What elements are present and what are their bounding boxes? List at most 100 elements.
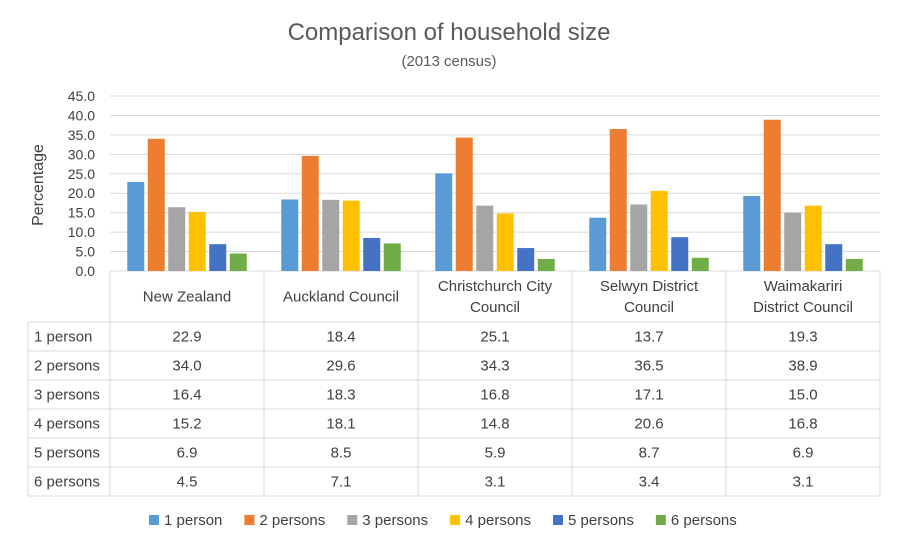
- legend-swatch: [244, 515, 255, 525]
- y-tick-label: 10.0: [68, 224, 95, 240]
- legend-label: 4 persons: [465, 512, 531, 529]
- category-label: Auckland Council: [283, 289, 399, 306]
- legend-label: 2 persons: [259, 512, 325, 529]
- y-tick-label: 15.0: [68, 205, 95, 221]
- table-cell-value: 5.9: [485, 445, 506, 462]
- table-cell-value: 29.6: [326, 358, 355, 375]
- y-tick-label: 25.0: [68, 166, 95, 182]
- legend-swatch: [553, 515, 563, 525]
- bar-5-persons: [671, 237, 689, 271]
- bar-1-person: [281, 199, 299, 271]
- bar-2-persons: [147, 138, 165, 271]
- table-cell-value: 3.1: [485, 474, 506, 491]
- table-cell-value: 36.5: [634, 358, 663, 375]
- chart-subtitle: (2013 census): [401, 53, 496, 70]
- table-row-label: 2 persons: [34, 358, 100, 375]
- y-tick-label: 35.0: [68, 127, 95, 143]
- category-label: New Zealand: [143, 289, 231, 306]
- legend-swatch: [655, 515, 666, 525]
- y-tick-label: 30.0: [68, 146, 95, 162]
- y-axis-ticks: 0.0 5.0 10.0 15.0 20.0 25.0 30.0 35.0 40.0 45.0: [68, 88, 95, 279]
- legend: 1 person 2 persons 3 persons 4 persons 5 per…: [149, 512, 737, 529]
- table-cell-value: 16.8: [788, 416, 817, 433]
- table-row-label: 4 persons: [34, 416, 100, 433]
- bar-2-persons: [455, 137, 473, 271]
- legend-label: 5 persons: [568, 512, 634, 529]
- bar-1-person: [127, 181, 145, 271]
- table-cell-value: 4.5: [177, 474, 198, 491]
- table-row-label: 1 person: [34, 329, 92, 346]
- legend-swatch: [450, 515, 461, 525]
- bars: [127, 119, 863, 271]
- bar-1-person: [743, 195, 761, 271]
- table-cell-value: 18.4: [326, 329, 355, 346]
- table-cell-value: 6.9: [177, 445, 198, 462]
- legend-swatch: [149, 515, 159, 525]
- bar-2-persons: [609, 129, 627, 271]
- table-cell-value: 3.4: [639, 474, 660, 491]
- table-cell-value: 34.3: [480, 358, 509, 375]
- table-row-label: 3 persons: [34, 387, 100, 404]
- bar-4-persons: [650, 190, 668, 271]
- data-table: New Zealand Auckland Council Christchurch …: [27, 271, 881, 497]
- category-label: District Council: [753, 299, 853, 316]
- category-label: Council: [624, 299, 674, 316]
- y-axis-label: Percentage: [30, 144, 47, 226]
- bar-4-persons: [342, 200, 360, 271]
- table-cell-value: 19.3: [788, 329, 817, 346]
- bar-2-persons: [301, 155, 319, 271]
- table-cell-value: 14.8: [480, 416, 509, 433]
- legend-label: 1 person: [164, 512, 222, 529]
- table-cell-value: 34.0: [172, 358, 201, 375]
- bar-2-persons: [763, 119, 781, 271]
- bar-6-persons: [537, 258, 555, 271]
- bar-6-persons: [229, 253, 247, 271]
- bar-6-persons: [383, 243, 401, 271]
- bar-1-person: [435, 173, 453, 271]
- table-cell-value: 13.7: [634, 329, 663, 346]
- bar-5-persons: [209, 244, 227, 271]
- legend-label: 6 persons: [671, 512, 737, 529]
- table-cell-value: 8.5: [331, 445, 352, 462]
- legend-label: 3 persons: [362, 512, 428, 529]
- y-tick-label: 5.0: [76, 244, 96, 260]
- table-row-label: 6 persons: [34, 474, 100, 491]
- category-label: Waimakariri: [764, 278, 843, 295]
- table-cell-value: 7.1: [331, 474, 352, 491]
- y-tick-label: 20.0: [68, 185, 95, 201]
- bar-3-persons: [630, 204, 648, 271]
- table-cell-value: 15.0: [788, 387, 817, 404]
- bar-5-persons: [363, 237, 381, 271]
- chart-title: Comparison of household size: [288, 19, 611, 46]
- legend-swatch: [347, 515, 358, 525]
- table-cell-value: 16.4: [172, 387, 201, 404]
- table-cell-value: 3.1: [793, 474, 814, 491]
- table-cell-value: 20.6: [634, 416, 663, 433]
- table-cell-value: 25.1: [480, 329, 509, 346]
- table-cell-value: 6.9: [793, 445, 814, 462]
- bar-5-persons: [517, 248, 535, 271]
- bar-4-persons: [188, 211, 206, 271]
- category-label: Selwyn District: [600, 278, 699, 295]
- y-tick-label: 45.0: [68, 88, 95, 104]
- table-cell-value: 22.9: [172, 329, 201, 346]
- category-label: Council: [470, 299, 520, 316]
- bar-5-persons: [825, 244, 843, 271]
- table-cell-value: 16.8: [480, 387, 509, 404]
- table-row-label: 5 persons: [34, 445, 100, 462]
- table-cell-value: 17.1: [634, 387, 663, 404]
- bar-3-persons: [168, 207, 186, 271]
- table-cell-value: 18.1: [326, 416, 355, 433]
- bar-4-persons: [496, 213, 514, 271]
- bar-3-persons: [322, 199, 340, 271]
- table-cell-value: 15.2: [172, 416, 201, 433]
- y-tick-label: 0.0: [76, 263, 96, 279]
- bar-6-persons: [691, 257, 709, 271]
- bar-3-persons: [784, 212, 802, 271]
- gridlines: [110, 95, 880, 272]
- bar-3-persons: [476, 205, 494, 271]
- bar-1-person: [589, 217, 607, 271]
- y-tick-label: 40.0: [68, 107, 95, 123]
- bar-6-persons: [845, 258, 863, 271]
